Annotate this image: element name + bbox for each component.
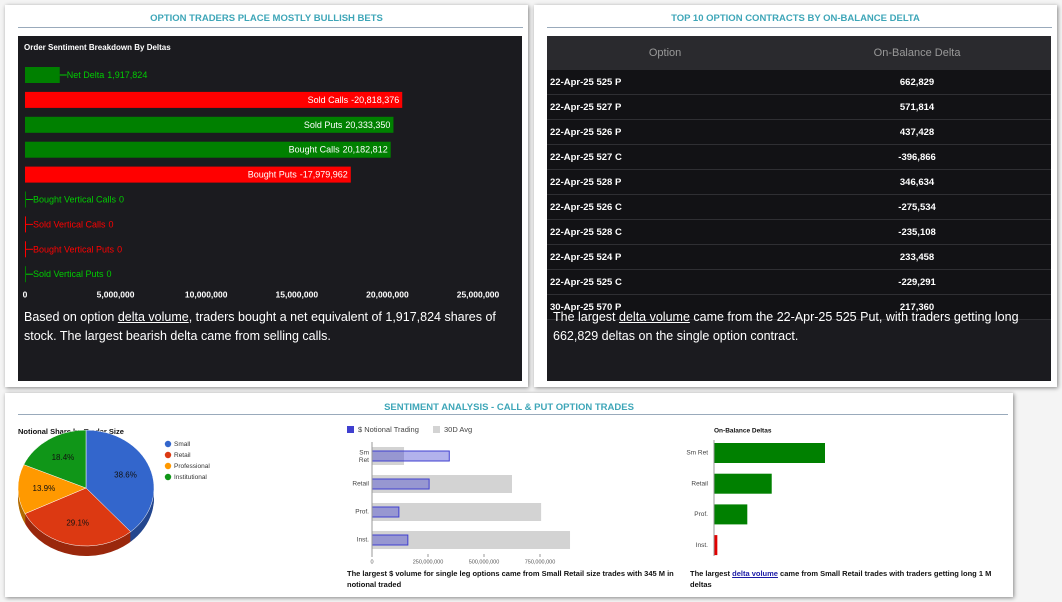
text: The largest [553, 310, 620, 324]
table-cell: 22-Apr-25 525 P [547, 70, 784, 95]
table-cell: 571,814 [783, 94, 1051, 120]
table-cell: 22-Apr-25 528 P [547, 169, 784, 195]
table-cell: -229,291 [783, 269, 1051, 295]
bottom-panel: SENTIMENT ANALYSIS - CALL & PUT OPTION T… [5, 393, 1013, 597]
text: The largest [690, 569, 733, 578]
table-cell: 217,360 [783, 294, 1051, 320]
table-cell: 22-Apr-25 525 C [547, 269, 784, 295]
description: The largest delta volume came from the 2… [553, 308, 1048, 346]
panel-title: SENTIMENT ANALYSIS - CALL & PUT OPTION T… [384, 402, 634, 413]
table-cell: 22-Apr-25 524 P [547, 244, 784, 270]
caption: The largest delta volume came from Small… [690, 568, 1010, 590]
header-cell: On-Balance Delta [783, 36, 1051, 70]
table-cell: 346,634 [783, 169, 1051, 195]
divider [18, 27, 523, 28]
header-cell: Option [547, 36, 784, 70]
table-cell: -396,866 [783, 144, 1051, 170]
table-cell: 22-Apr-25 527 C [547, 144, 784, 170]
text: Based on option [24, 310, 118, 324]
text: came from the 22-Apr-25 525 Put, with tr… [553, 310, 1019, 343]
table-cell: 22-Apr-25 527 P [547, 94, 784, 120]
table-row: 30-Apr-25 570 P 217,360 [547, 294, 1051, 320]
table-row: 22-Apr-25 528 P 346,634 [547, 169, 1051, 195]
divider [18, 414, 1008, 415]
table-cell: 22-Apr-25 526 C [547, 194, 784, 220]
table-cell: -275,534 [783, 194, 1051, 220]
panel-title: TOP 10 OPTION CONTRACTS BY ON-BALANCE DE… [671, 13, 920, 24]
table-cell: 22-Apr-25 528 C [547, 219, 784, 245]
table-row: 22-Apr-25 527 P 571,814 [547, 94, 1051, 120]
caption: The largest $ volume for single leg opti… [347, 569, 674, 589]
table-row: 22-Apr-25 525 P 662,829 [547, 70, 1051, 95]
table-row: 22-Apr-25 527 C -396,866 [547, 144, 1051, 170]
table-row: 22-Apr-25 528 C -235,108 [547, 219, 1051, 245]
delta-table: Option On-Balance Delta 22-Apr-25 525 P 662… [547, 36, 1051, 320]
description: Based on option delta volume, traders bo… [24, 308, 519, 346]
link[interactable]: delta volume [732, 569, 778, 578]
link[interactable]: delta volume [619, 310, 690, 324]
text: came from Small Retail trades with trade… [690, 569, 992, 589]
left-panel: OPTION TRADERS PLACE MOSTLY BULLISH BETS [5, 5, 528, 387]
table-cell: 662,829 [783, 70, 1051, 95]
table-cell: 30-Apr-25 570 P [547, 294, 784, 320]
table-cell: 437,428 [783, 119, 1051, 145]
table-cell: -235,108 [783, 219, 1051, 245]
table-row: 22-Apr-25 525 C -229,291 [547, 269, 1051, 295]
link[interactable]: delta volume [117, 310, 189, 324]
text: , traders bought a net equivalent of 1,9… [24, 310, 496, 343]
table-cell: 22-Apr-25 526 P [547, 119, 784, 145]
table-row: 22-Apr-25 524 P 233,458 [547, 244, 1051, 270]
table-row: 22-Apr-25 526 C -275,534 [547, 194, 1051, 220]
table-row: 22-Apr-25 526 P 437,428 [547, 119, 1051, 145]
divider [547, 27, 1052, 28]
panel-title: OPTION TRADERS PLACE MOSTLY BULLISH BETS [150, 13, 383, 24]
table-cell: 233,458 [783, 244, 1051, 270]
header-row: Option On-Balance Delta [547, 36, 1051, 70]
